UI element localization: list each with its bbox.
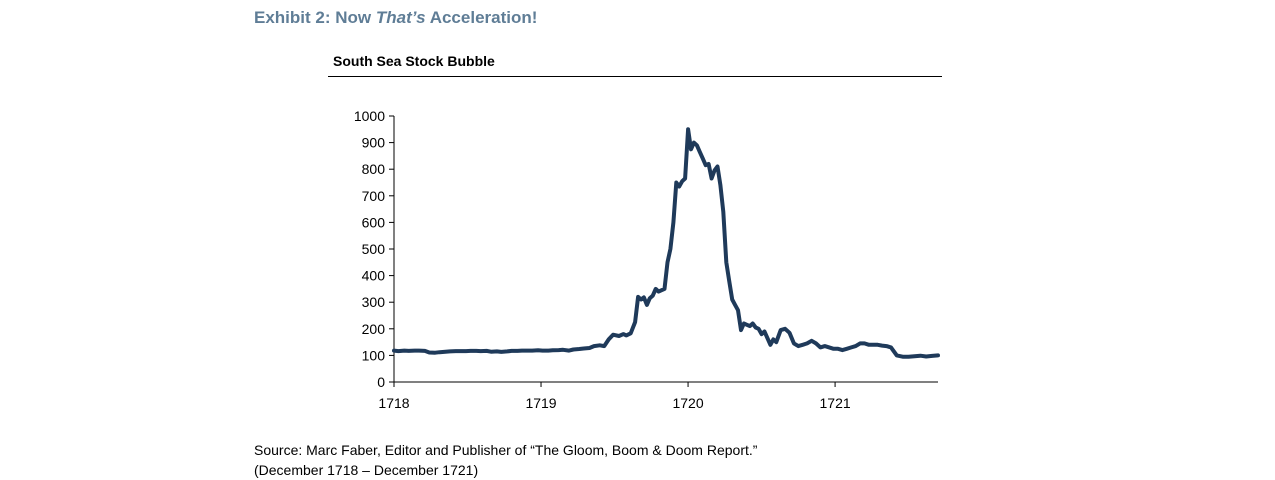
source-line-1: Source: Marc Faber, Editor and Publisher… (254, 442, 758, 458)
y-tick-label: 500 (362, 241, 386, 257)
source-note: Source: Marc Faber, Editor and Publisher… (254, 440, 757, 480)
y-tick-label: 0 (377, 374, 385, 390)
source-line-2: (December 1718 – December 1721) (254, 462, 479, 478)
x-tick-label: 1719 (525, 395, 556, 411)
y-tick-label: 200 (362, 321, 386, 337)
x-tick-label: 1721 (820, 395, 851, 411)
exhibit-title-emphasis: That’s (375, 8, 426, 27)
exhibit-title-prefix: Exhibit 2: Now (254, 8, 376, 27)
y-tick-label: 300 (362, 294, 386, 310)
y-tick-label: 1000 (354, 108, 385, 124)
x-tick-label: 1720 (672, 395, 703, 411)
exhibit-title-suffix: Acceleration! (425, 8, 538, 27)
y-tick-label: 600 (362, 214, 386, 230)
y-tick-label: 700 (362, 188, 386, 204)
y-tick-label: 900 (362, 135, 386, 151)
x-tick-label: 1718 (378, 395, 409, 411)
y-tick-label: 400 (362, 268, 386, 284)
y-tick-label: 100 (362, 347, 386, 363)
exhibit-title: Exhibit 2: Now That’s Acceleration! (254, 8, 537, 28)
series-line-0 (392, 127, 940, 359)
chart-title: South Sea Stock Bubble (333, 53, 495, 69)
title-divider (328, 76, 942, 77)
y-tick-label: 800 (362, 161, 386, 177)
